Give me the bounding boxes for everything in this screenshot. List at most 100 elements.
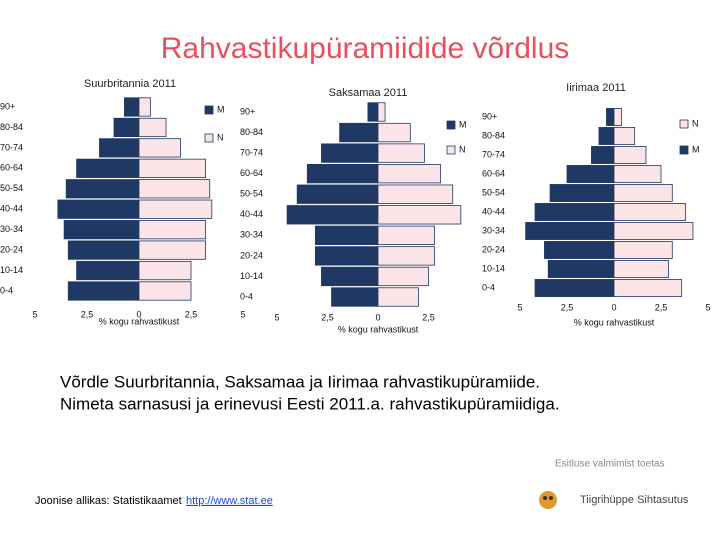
- category-label: 50-54: [482, 187, 505, 197]
- bar: [613, 222, 694, 240]
- bar: [113, 117, 140, 138]
- bar: [367, 102, 379, 122]
- bar: [613, 108, 622, 126]
- category-label: 10-14: [0, 265, 23, 275]
- bar: [591, 146, 615, 164]
- legend-label: N: [217, 132, 224, 142]
- legend-label: N: [692, 118, 699, 128]
- bar: [314, 246, 379, 266]
- bar: [566, 165, 615, 183]
- bar: [613, 241, 673, 259]
- bar: [377, 102, 386, 122]
- bar: [377, 164, 442, 184]
- bar: [613, 184, 673, 202]
- bar: [377, 122, 411, 143]
- bar: [99, 138, 140, 158]
- bar: [534, 203, 615, 221]
- source-label: Joonise allikas: Statistikaamet: [35, 495, 182, 507]
- bar: [286, 205, 379, 225]
- bar: [306, 164, 379, 184]
- category-label: 80-84: [482, 130, 505, 140]
- bar: [377, 246, 435, 266]
- category-label: 20-24: [482, 244, 505, 254]
- legend-swatch: [446, 145, 456, 155]
- bar: [525, 222, 615, 240]
- bar: [377, 287, 419, 307]
- bar: [544, 241, 615, 259]
- x-tick-label: 5: [517, 302, 522, 312]
- category-label: 10-14: [482, 263, 505, 273]
- bar: [613, 260, 669, 278]
- bar: [377, 225, 435, 245]
- category-label: 10-14: [240, 271, 263, 281]
- bar: [138, 199, 213, 219]
- category-label: 20-24: [0, 244, 23, 254]
- x-tick-label: 0: [611, 302, 616, 312]
- legend-label: M: [459, 119, 467, 129]
- x-tick-label: 2,5: [321, 312, 334, 322]
- bar: [138, 220, 206, 240]
- category-label: 90+: [0, 101, 15, 111]
- bar: [321, 143, 379, 163]
- bar: [598, 127, 615, 145]
- task-line: Nimeta sarnasusi ja erinevusi Eesti 2011…: [60, 394, 560, 413]
- x-tick-label: 5: [274, 312, 279, 322]
- bar: [549, 184, 615, 202]
- category-label: 40-44: [0, 204, 23, 214]
- category-label: 30-34: [240, 230, 263, 240]
- bar: [138, 260, 192, 281]
- bar: [613, 127, 636, 145]
- x-tick-label: 0: [375, 312, 380, 322]
- bar: [124, 97, 140, 117]
- bar: [331, 287, 379, 307]
- source-link[interactable]: http://www.stat.ee: [186, 495, 273, 507]
- bar: [613, 203, 686, 221]
- bar: [606, 108, 615, 126]
- x-tick-label: 2,5: [561, 302, 574, 312]
- x-tick-label: 2,5: [81, 309, 94, 319]
- bar: [76, 158, 140, 178]
- legend-swatch: [446, 120, 456, 130]
- bar: [377, 184, 454, 204]
- category-label: 30-34: [0, 224, 23, 234]
- chart-title: Iirimaa 2011: [566, 82, 626, 94]
- bar: [138, 158, 206, 178]
- legend-label: M: [692, 144, 700, 154]
- category-label: 30-34: [482, 225, 505, 235]
- bar: [63, 220, 140, 240]
- x-tick-label: 5: [705, 302, 710, 312]
- bar: [138, 179, 211, 199]
- category-label: 60-64: [0, 163, 23, 173]
- category-label: 50-54: [240, 189, 263, 199]
- category-label: 70-74: [482, 149, 505, 159]
- bar: [67, 281, 140, 301]
- legend-swatch: [679, 145, 689, 155]
- x-axis-label: % kogu rahvastikust: [99, 316, 180, 326]
- footer-support: Esitluse valmimist toetas: [555, 459, 664, 470]
- category-label: 0-4: [482, 282, 495, 292]
- category-label: 60-64: [482, 168, 505, 178]
- x-axis-label: % kogu rahvastikust: [338, 324, 419, 334]
- legend-swatch: [204, 133, 214, 143]
- bar: [67, 240, 140, 260]
- category-label: 90+: [482, 111, 497, 121]
- legend-swatch: [204, 105, 214, 115]
- x-tick-label: 2,5: [655, 302, 668, 312]
- bar: [57, 199, 140, 219]
- x-tick-label: 0: [136, 309, 141, 319]
- category-label: 40-44: [482, 206, 505, 216]
- bar: [138, 117, 167, 138]
- bar: [377, 143, 425, 163]
- bar: [138, 240, 206, 260]
- bar: [377, 205, 462, 225]
- chart-title: Saksamaa 2011: [329, 87, 408, 99]
- category-label: 40-44: [240, 209, 263, 219]
- bar: [613, 146, 647, 164]
- x-tick-label: 5: [32, 309, 37, 319]
- bar: [138, 138, 181, 158]
- x-tick-label: 2,5: [422, 312, 435, 322]
- chart-title: Suurbritannia 2011: [84, 78, 176, 90]
- category-label: 0-4: [240, 291, 253, 301]
- category-label: 70-74: [240, 147, 263, 157]
